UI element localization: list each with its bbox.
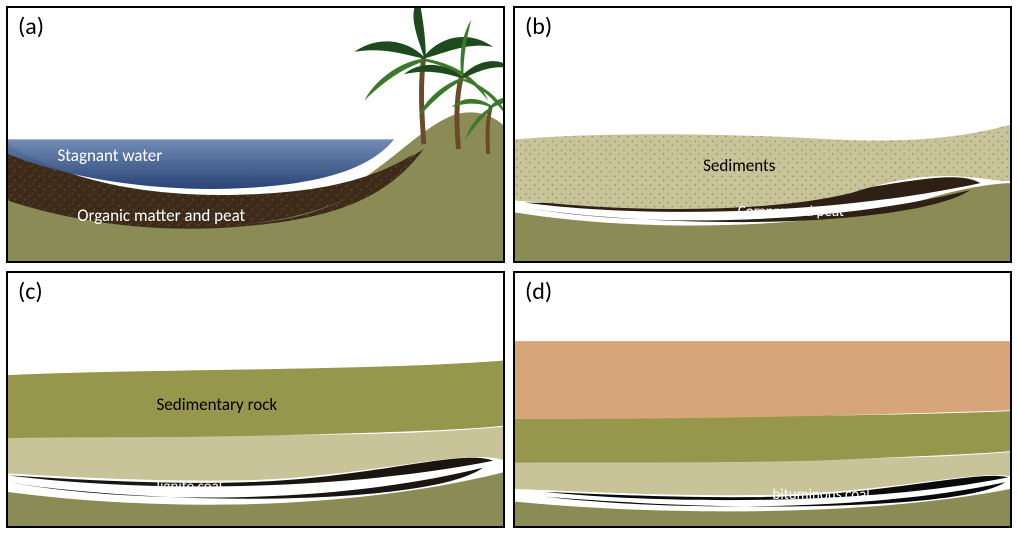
label-sediments: Sediments bbox=[703, 155, 775, 176]
panel-a: (a) bbox=[6, 6, 505, 263]
panel-a-tag: (a) bbox=[18, 12, 44, 41]
label-bituminous-coal: bituminous coal bbox=[772, 486, 869, 504]
panel-c: (c) Sedimentary rock lignite coal bbox=[6, 271, 505, 528]
panel-b-svg bbox=[515, 8, 1010, 261]
label-lignite-coal: lignite coal bbox=[157, 478, 223, 496]
panel-b: (b) Sediments Compressed peat bbox=[513, 6, 1012, 263]
panel-d: (d) bituminous coal bbox=[513, 271, 1012, 528]
panel-b-tag: (b) bbox=[525, 12, 552, 41]
label-compressed-peat: Compressed peat bbox=[738, 203, 844, 221]
panel-c-tag: (c) bbox=[18, 277, 43, 306]
label-stagnant-water: Stagnant water bbox=[58, 145, 163, 166]
label-sedimentary-rock: Sedimentary rock bbox=[157, 394, 278, 415]
panel-d-tag: (d) bbox=[525, 277, 552, 306]
label-organic-peat: Organic matter and peat bbox=[77, 205, 245, 226]
panel-d-svg bbox=[515, 273, 1010, 526]
